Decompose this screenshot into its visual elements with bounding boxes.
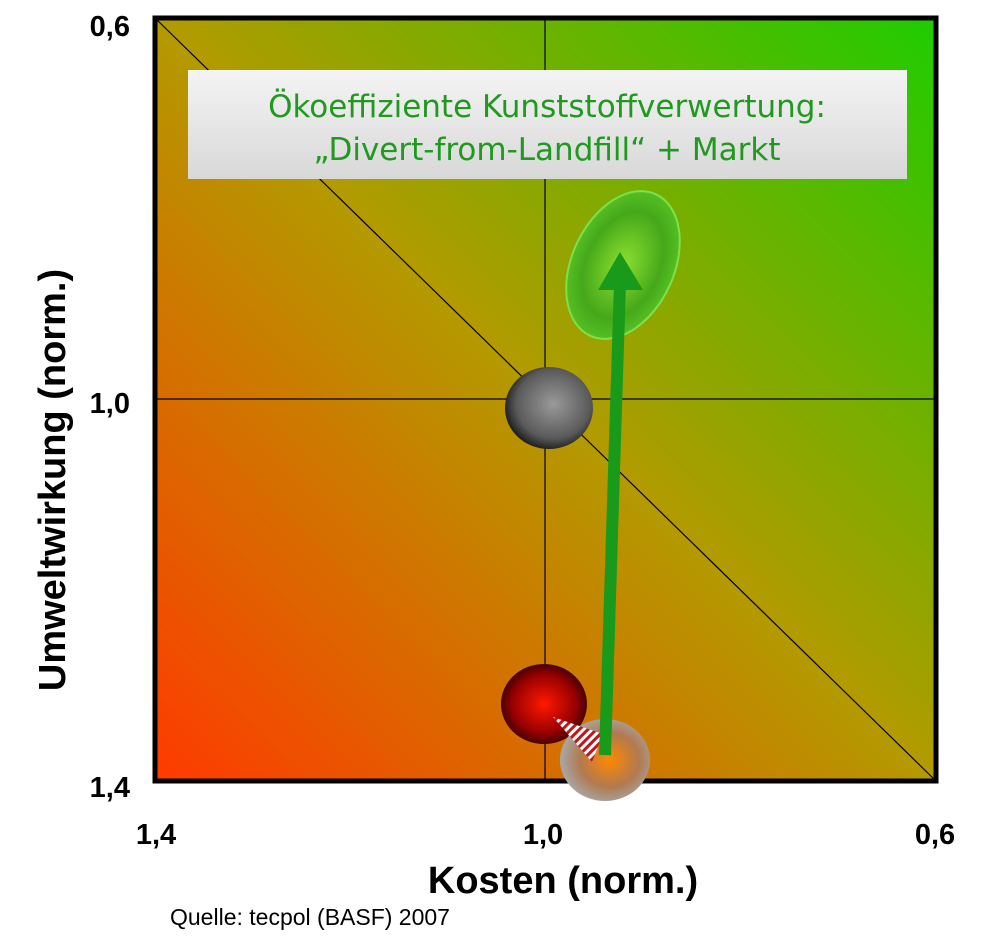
point-reference [505, 367, 593, 449]
hatched-arrow [553, 717, 603, 762]
x-axis-title: Kosten (norm.) [428, 860, 698, 902]
source-note: Quelle: tecpol (BASF) 2007 [170, 904, 450, 930]
y-axis-title: Umweltwirkung (norm.) [32, 269, 74, 691]
x-tick-2: 0,6 [915, 819, 955, 851]
y-tick-1: 1,0 [90, 388, 130, 420]
improvement-arrow-head [598, 252, 643, 290]
chart-title: Ökoeffiziente Kunststoffverwertung: [268, 88, 826, 125]
y-tick-2: 1,4 [90, 772, 130, 804]
chart-subtitle: „Divert-from-Landfill“ + Markt [314, 132, 781, 168]
x-tick-1: 1,0 [523, 819, 563, 851]
x-tick-0: 1,4 [136, 819, 176, 851]
improvement-arrow-shaft [599, 281, 626, 756]
title-banner [188, 70, 907, 179]
y-tick-0: 0,6 [90, 11, 130, 43]
plot-frame [152, 15, 939, 784]
